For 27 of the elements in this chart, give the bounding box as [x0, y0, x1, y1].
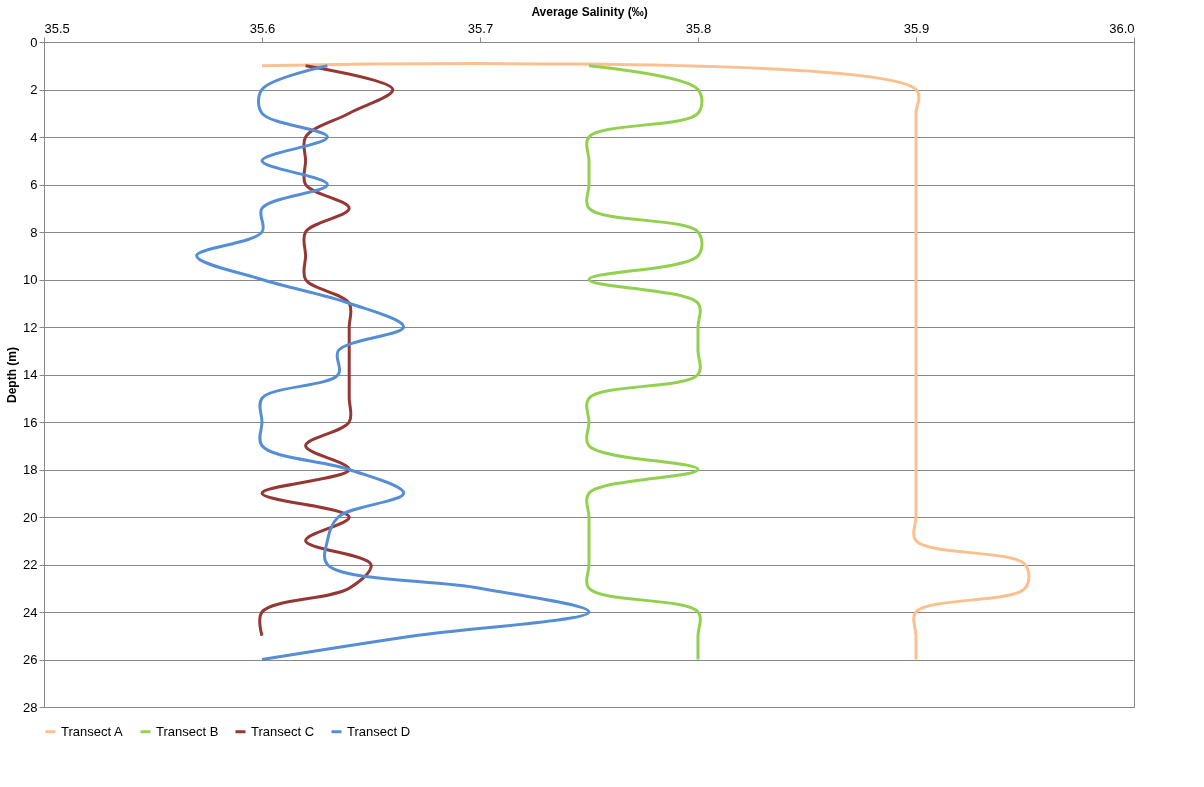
- x-tick-label: 35.5: [44, 20, 70, 36]
- x-tick-label: 35.8: [685, 20, 712, 36]
- legend-label: Transect A: [61, 723, 123, 739]
- y-tick-label: 12: [23, 319, 38, 335]
- x-tick-label: 36.0: [1109, 20, 1135, 36]
- y-tick-label: 22: [23, 557, 38, 572]
- x-tick-label: 35.9: [903, 20, 930, 36]
- y-tick-label: 20: [23, 509, 38, 525]
- legend-label: Transect C: [251, 723, 315, 739]
- y-tick-label: 28: [23, 699, 38, 715]
- y-axis-title: Depth (m): [5, 347, 20, 403]
- y-tick-label: 6: [30, 177, 38, 192]
- y-tick-label: 10: [23, 272, 38, 287]
- y-tick-label: 8: [30, 224, 38, 240]
- y-tick-label: 16: [23, 414, 38, 430]
- y-tick-label: 26: [23, 652, 38, 667]
- y-tick-label: 24: [23, 604, 38, 620]
- legend-label: Transect B: [156, 723, 219, 739]
- x-axis-title: Average Salinity (‰): [531, 4, 648, 19]
- y-tick-label: 4: [30, 129, 38, 145]
- x-tick-label: 35.6: [249, 20, 276, 36]
- y-tick-label: 2: [30, 82, 38, 97]
- y-tick-label: 14: [23, 367, 38, 382]
- x-tick-label: 35.7: [467, 20, 494, 36]
- y-tick-label: 18: [23, 462, 38, 477]
- y-tick-label: 0: [30, 34, 38, 50]
- legend-label: Transect D: [347, 723, 411, 739]
